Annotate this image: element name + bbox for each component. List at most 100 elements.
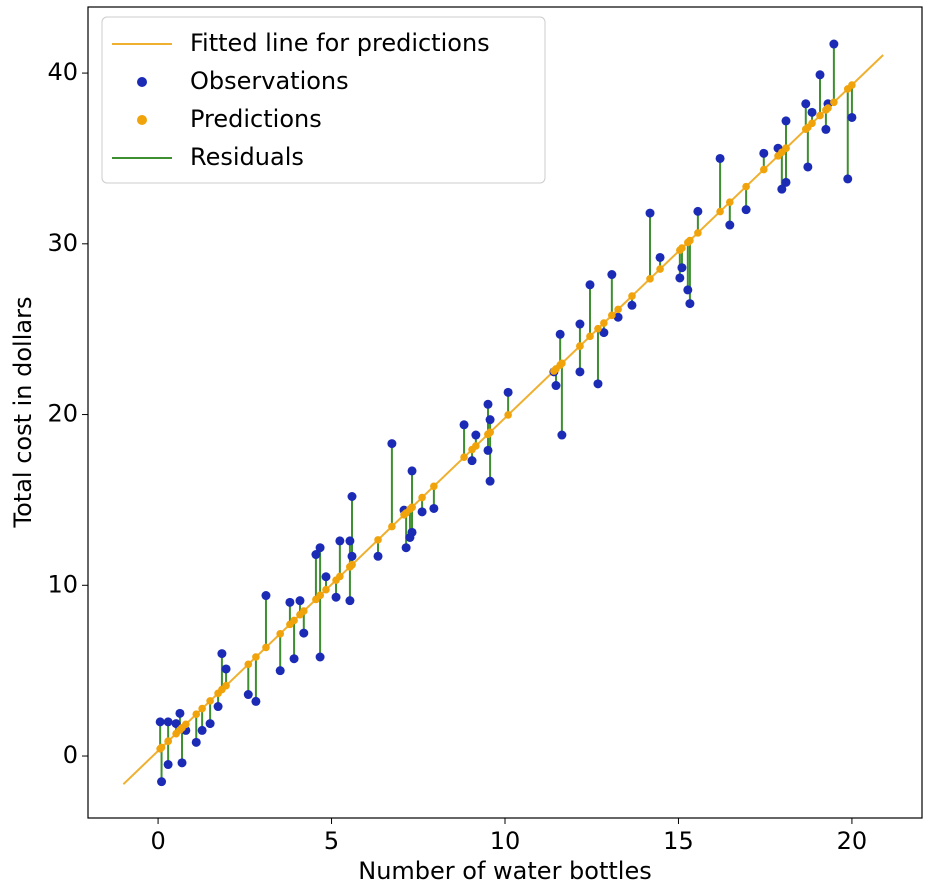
observation-point [331, 592, 341, 602]
observation-point [467, 456, 477, 466]
prediction-point [157, 743, 166, 752]
observation-point [607, 270, 617, 280]
observation-point [759, 148, 769, 158]
prediction-point [276, 629, 284, 638]
observation-point [221, 664, 231, 674]
observation-point [373, 551, 383, 561]
prediction-point [290, 616, 298, 625]
prediction-point [558, 359, 566, 368]
prediction-point [244, 660, 253, 669]
prediction-point [198, 704, 206, 713]
observation-point [843, 174, 853, 184]
prediction-point [322, 585, 330, 594]
observation-point [387, 439, 397, 449]
prediction-point [830, 98, 838, 107]
observation-point [213, 702, 223, 712]
observation-point [407, 466, 417, 476]
observation-point [829, 39, 839, 49]
y-tick-label: 10 [47, 570, 78, 598]
prediction-point [646, 275, 654, 283]
legend-marker [137, 115, 147, 125]
observation-point [815, 70, 825, 80]
observation-point [807, 107, 817, 117]
prediction-point [600, 319, 608, 327]
observation-point [401, 543, 411, 553]
observation-point [311, 550, 321, 560]
legend-label: Observations [190, 67, 349, 95]
observation-point [655, 252, 665, 262]
observation-point [155, 717, 165, 727]
observation-point [335, 536, 345, 546]
observation-point [315, 543, 325, 553]
observation-point [485, 476, 495, 486]
prediction-point [336, 572, 344, 581]
x-tick-label: 10 [490, 827, 521, 855]
observation-point [715, 153, 725, 163]
prediction-point [628, 292, 636, 300]
observation-point [685, 299, 695, 309]
observation-point [347, 551, 357, 561]
prediction-point [614, 305, 622, 314]
legend-label: Fitted line for predictions [190, 29, 490, 57]
legend-box [101, 16, 546, 184]
observation-point [847, 112, 857, 122]
observation-point [275, 666, 285, 676]
observation-point [483, 445, 493, 455]
prediction-point [348, 560, 356, 569]
observation-point [693, 206, 703, 216]
prediction-point [594, 324, 602, 333]
prediction-point [726, 198, 734, 206]
prediction-point [460, 453, 468, 462]
observation-point [191, 737, 201, 747]
observation-point [551, 381, 561, 391]
observation-point [503, 387, 513, 397]
observation-point [803, 162, 813, 172]
prediction-point [299, 607, 308, 615]
observation-point [821, 124, 831, 134]
observation-point [243, 690, 253, 700]
observation-point [613, 312, 623, 322]
observation-point [483, 399, 493, 409]
prediction-point [586, 332, 594, 341]
observation-point [645, 208, 655, 218]
observation-point [725, 220, 735, 230]
y-tick-label: 40 [47, 58, 78, 86]
prediction-point [252, 653, 260, 661]
observation-point [163, 760, 173, 770]
observation-point [315, 652, 325, 662]
y-tick-label: 30 [47, 229, 78, 257]
legend-label: Predictions [190, 105, 322, 133]
observation-point [675, 273, 685, 283]
prediction-point [262, 643, 270, 652]
prediction-point [656, 265, 664, 273]
prediction-point [486, 428, 494, 437]
observation-point [777, 184, 787, 194]
observation-point [345, 536, 355, 546]
observation-point [295, 596, 305, 606]
observation-point [321, 572, 331, 582]
observation-point [345, 596, 355, 606]
x-tick-label: 0 [150, 827, 165, 855]
observation-point [471, 430, 481, 440]
observation-point [205, 719, 215, 729]
prediction-point [206, 697, 214, 705]
observation-point [627, 300, 637, 310]
prediction-point [418, 493, 426, 502]
prediction-point [408, 503, 416, 512]
prediction-point [576, 342, 584, 350]
observation-point [459, 420, 469, 430]
prediction-point [472, 442, 480, 450]
observation-point [575, 319, 585, 329]
prediction-point [374, 536, 382, 544]
y-tick-label: 20 [47, 400, 78, 428]
prediction-point [388, 522, 396, 531]
prediction-point [182, 720, 190, 729]
observation-point [251, 696, 261, 706]
legend-marker [137, 77, 147, 87]
x-axis-label: Number of water bottles [358, 857, 651, 885]
observation-point [197, 725, 207, 735]
y-axis-label: Total cost in dollars [9, 297, 37, 529]
observation-point [171, 719, 181, 729]
observation-point [677, 263, 687, 273]
observation-point [781, 116, 791, 126]
